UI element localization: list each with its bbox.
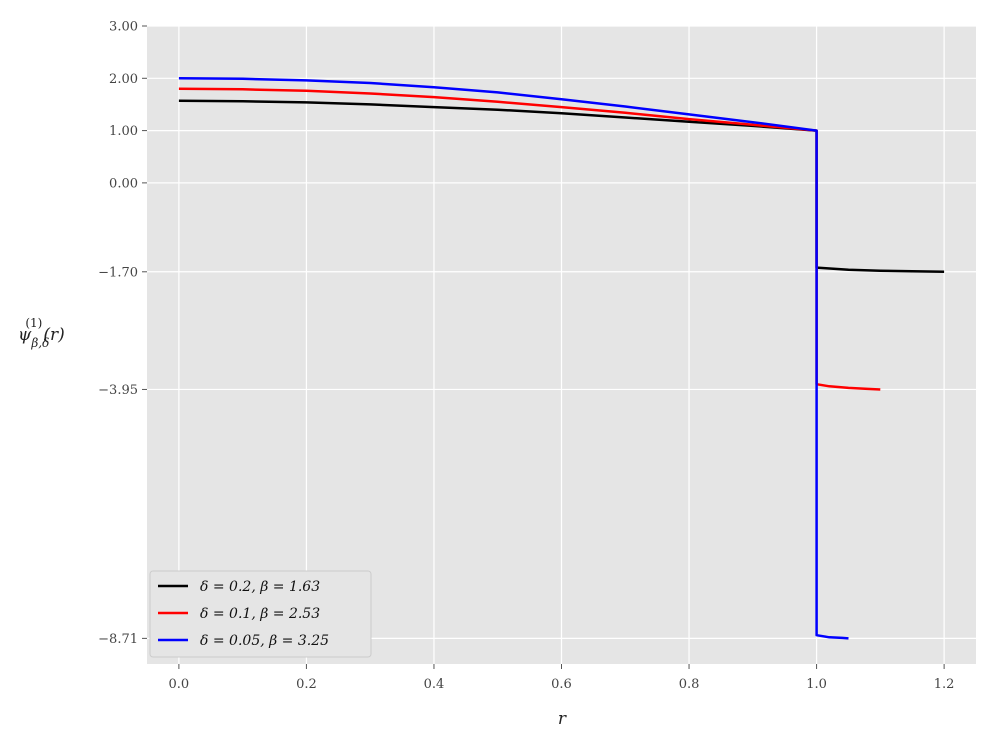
legend-label-1: δ = 0.1, β = 2.53 (200, 606, 320, 622)
legend-box (149, 570, 372, 658)
x-tick-label: 0.6 (551, 677, 572, 692)
legend-label-0: δ = 0.2, β = 1.63 (200, 579, 320, 595)
series-line-0 (178, 99, 945, 274)
x-tick-label: 1.2 (934, 677, 955, 692)
y-tick-label: −3.95 (98, 383, 138, 398)
y-tick-label: −8.71 (98, 632, 138, 647)
x-tick-label: 0.4 (424, 677, 445, 692)
y-tick-label: 2.00 (109, 72, 138, 87)
y-axis-label-subscript: β,δ (30, 336, 49, 350)
y-axis-label-suffix: (r) (43, 325, 64, 345)
y-tick-label: 3.00 (109, 20, 138, 35)
x-tick-label: 0.0 (169, 677, 190, 692)
series-line-2 (178, 77, 849, 640)
series-line-1 (178, 87, 881, 391)
grid (147, 25, 976, 664)
legend: δ = 0.2, β = 1.63 δ = 0.1, β = 2.53 δ = … (149, 570, 372, 658)
y-axis-label: ψβ,δ (1)(r) (18, 316, 65, 350)
y-axis-label-superscript: (1) (25, 316, 42, 330)
x-axis-label: r (558, 709, 567, 729)
y-tick-label: 1.00 (109, 124, 138, 139)
y-tick-label: 0.00 (109, 176, 138, 191)
axis-ticks: 0.0 0.2 0.4 0.6 0.8 1.0 1.2 3.00 2.00 1.00 0.00 −1.… (98, 20, 954, 693)
series-lines (178, 77, 945, 640)
x-tick-label: 0.2 (296, 677, 317, 692)
y-tick-label: −1.70 (98, 265, 138, 280)
y-axis-label-base: ψ (18, 325, 32, 345)
x-tick-label: 0.8 (679, 677, 700, 692)
x-tick-label: 1.0 (806, 677, 827, 692)
legend-label-2: δ = 0.05, β = 3.25 (200, 633, 329, 649)
